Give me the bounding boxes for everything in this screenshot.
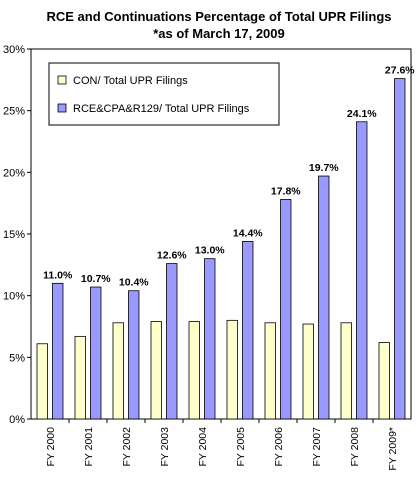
- legend-label-con: CON/ Total UPR Filings: [73, 75, 188, 87]
- bar: [166, 263, 178, 420]
- bar: [394, 78, 406, 420]
- bar: [150, 321, 162, 420]
- data-label: 14.4%: [233, 227, 263, 239]
- y-tick-label: 5%: [9, 352, 25, 364]
- data-label: 10.7%: [81, 273, 111, 285]
- data-label: 27.6%: [385, 65, 415, 77]
- bar: [318, 175, 330, 420]
- chart-subtitle: *as of March 17, 2009: [153, 26, 285, 41]
- bars-group: 11.0% 10.7% 10.4% 12.6% 13.0% 14.4% 17.8% 19.7%…: [36, 65, 415, 420]
- data-label: 12.6%: [157, 250, 187, 262]
- x-tick-label: FY 2001: [83, 427, 95, 467]
- x-tick-label: FY 2005: [235, 427, 247, 467]
- y-tick-label: 30%: [3, 44, 25, 56]
- bar: [52, 282, 64, 420]
- bar: [340, 322, 352, 420]
- x-tick-label: FY 2003: [159, 427, 171, 467]
- bar: [90, 286, 102, 420]
- x-tick-label: FY 2009*: [387, 427, 399, 471]
- bar: [280, 199, 292, 420]
- bar: [356, 121, 368, 420]
- bar: [36, 343, 48, 420]
- x-tick-label: FY 2002: [121, 427, 133, 467]
- data-label: 11.0%: [43, 269, 73, 281]
- x-axis: FY 2000 FY 2001 FY 2002 FY 2003 FY 2004 FY 20…: [45, 419, 399, 471]
- data-label: 17.8%: [271, 185, 301, 197]
- bar: [128, 290, 140, 420]
- bar: [302, 323, 314, 420]
- x-tick-label: FY 2000: [45, 427, 57, 467]
- bar: [74, 335, 86, 420]
- y-tick-label: 25%: [3, 106, 25, 118]
- legend-box: [48, 62, 280, 126]
- bar: [378, 342, 390, 420]
- x-tick-label: FY 2006: [273, 427, 285, 467]
- data-label: 24.1%: [347, 108, 377, 120]
- y-tick-label: 20%: [3, 167, 25, 179]
- x-tick-label: FY 2008: [349, 427, 361, 467]
- legend-swatch-con: [57, 75, 67, 85]
- data-label: 19.7%: [309, 162, 339, 174]
- bar: [112, 322, 124, 420]
- bar: [264, 322, 276, 420]
- bar: [242, 240, 254, 420]
- bar: [204, 258, 216, 420]
- x-tick-label: FY 2004: [197, 427, 209, 467]
- y-tick-label: 10%: [3, 291, 25, 303]
- x-tick-label: FY 2007: [311, 427, 323, 467]
- data-label: 13.0%: [195, 245, 225, 257]
- y-axis: 0% 5% 10% 15% 20% 25% 30%: [3, 44, 31, 426]
- chart-title: RCE and Continuations Percentage of Tota…: [46, 9, 391, 24]
- legend-swatch-rce: [57, 103, 67, 113]
- bar: [226, 319, 238, 420]
- legend-label-rce: RCE&CPA&R129/ Total UPR Filings: [73, 103, 250, 115]
- data-label: 10.4%: [119, 277, 149, 289]
- legend: CON/ Total UPR Filings RCE&CPA&R129/ Tot…: [48, 62, 280, 126]
- y-tick-label: 0%: [9, 414, 25, 426]
- y-tick-label: 15%: [3, 229, 25, 241]
- bar: [188, 321, 200, 420]
